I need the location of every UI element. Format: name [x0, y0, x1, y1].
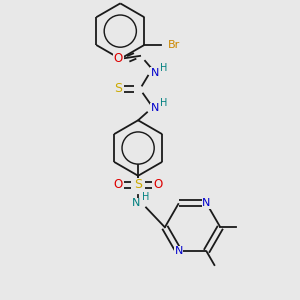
- Text: S: S: [114, 82, 122, 95]
- Text: H: H: [142, 192, 150, 202]
- Text: O: O: [153, 178, 163, 191]
- Text: H: H: [160, 63, 168, 73]
- Text: S: S: [134, 178, 142, 191]
- Text: O: O: [114, 178, 123, 191]
- Text: N: N: [175, 246, 183, 256]
- Text: O: O: [114, 52, 123, 65]
- Text: N: N: [132, 199, 140, 208]
- Text: N: N: [151, 68, 159, 78]
- Text: H: H: [160, 98, 168, 108]
- Text: N: N: [202, 198, 211, 208]
- Text: N: N: [151, 103, 159, 113]
- Text: Br: Br: [168, 40, 180, 50]
